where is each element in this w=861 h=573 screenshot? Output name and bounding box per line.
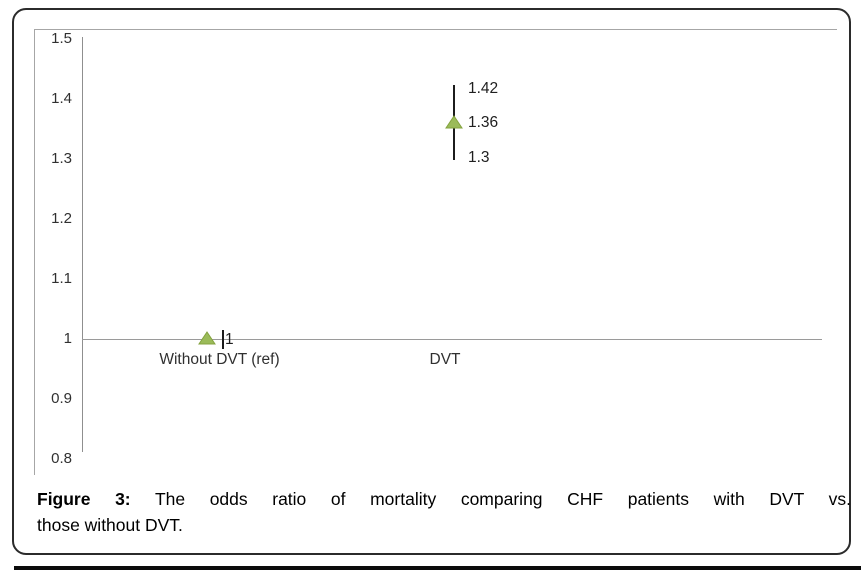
category-label-dvt: DVT — [429, 351, 461, 368]
caption-line-1: Figure 3: The odds ratio of mortality co… — [37, 489, 851, 509]
y-tick-label: 1.5 — [51, 30, 72, 47]
caption-label: Figure 3: — [37, 489, 131, 509]
figure-caption: Figure 3: The odds ratio of mortality co… — [37, 486, 851, 538]
data-label-ci-high: 1.42 — [468, 80, 499, 97]
caption-line-2: those without DVT. — [37, 515, 183, 535]
x-axis-line — [82, 339, 822, 340]
data-label-ci-low: 1.3 — [468, 149, 490, 166]
figure-panel: 1.5 1.4 1.3 1.2 1.1 1 0.9 0.8 1 1.42 1.3… — [12, 8, 851, 555]
y-tick-label: 1 — [63, 330, 72, 347]
triangle-marker-icon — [445, 115, 463, 129]
y-tick-label: 1.3 — [51, 150, 72, 167]
data-label-value: 1.36 — [468, 114, 499, 131]
bottom-rule — [14, 566, 861, 570]
triangle-marker-icon — [198, 331, 216, 345]
y-axis-line — [82, 37, 83, 452]
plot-border — [34, 29, 837, 475]
category-label-without-dvt: Without DVT (ref) — [159, 351, 280, 368]
y-tick-label: 0.9 — [51, 390, 72, 407]
y-tick-label: 1.4 — [51, 90, 72, 107]
data-label-ref: 1 — [225, 331, 234, 348]
y-tick-label: 1.1 — [51, 270, 72, 287]
error-bar — [222, 330, 224, 349]
y-tick-label: 1.2 — [51, 210, 72, 227]
y-tick-label: 0.8 — [51, 450, 72, 467]
